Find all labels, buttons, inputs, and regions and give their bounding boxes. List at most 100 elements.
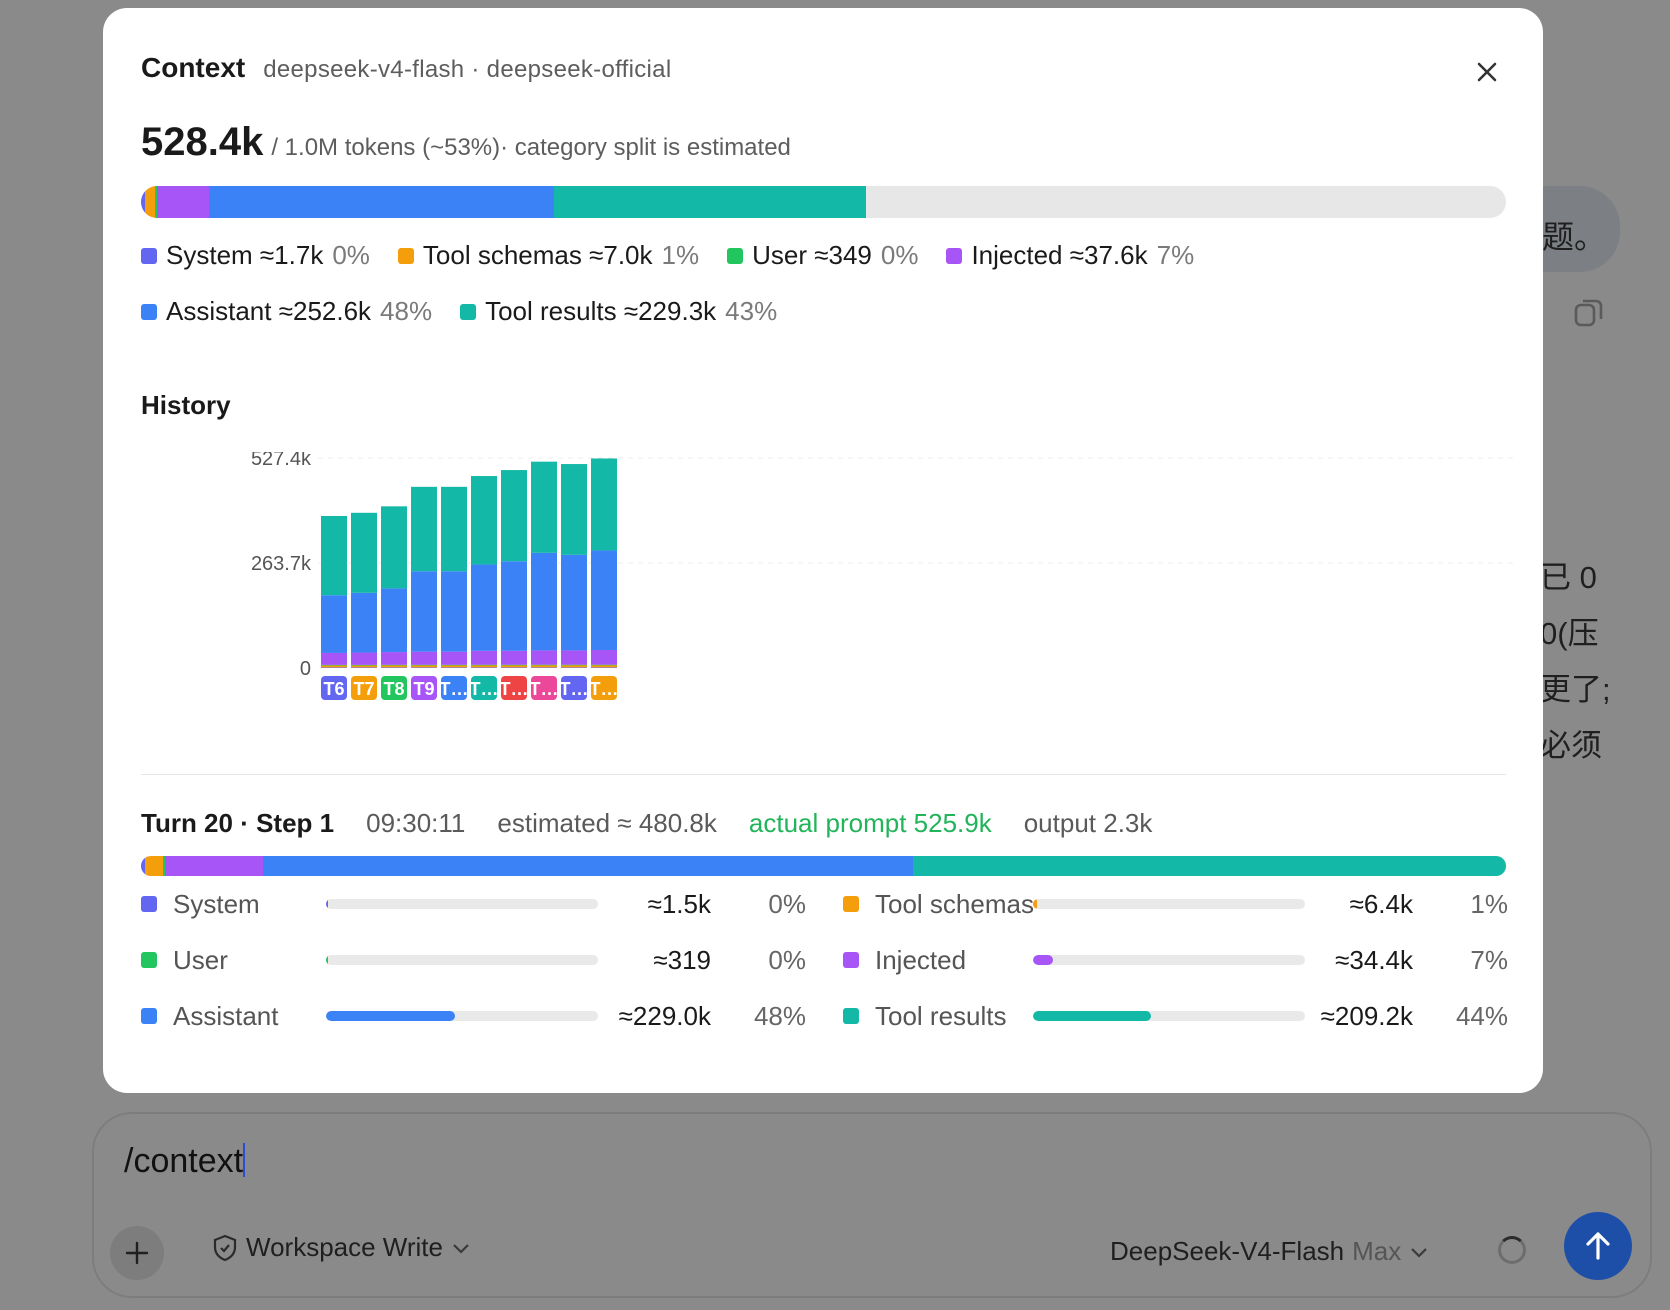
divider	[141, 774, 1506, 775]
legend-item-user: User ≈349 0%	[727, 240, 918, 271]
legend-item-tool_results: Tool results ≈229.3k 43%	[460, 296, 777, 327]
send-button[interactable]	[1564, 1212, 1632, 1280]
legend-label: Assistant ≈252.6k	[166, 296, 372, 326]
bar-segment-system	[471, 667, 497, 669]
usage-segment-tool_results	[912, 856, 1506, 876]
turn-actual-prompt: actual prompt 525.9k	[748, 808, 992, 838]
composer-input[interactable]: /context	[124, 1142, 246, 1180]
breakdown-label: Assistant	[173, 1000, 279, 1031]
breakdown-swatch	[141, 952, 157, 968]
usage-segment-injected	[156, 186, 209, 218]
legend-row: System ≈1.7k 0% Tool schemas ≈7.0k 1% User ≈…	[141, 240, 1194, 271]
legend-label: System ≈1.7k	[166, 240, 324, 270]
composer[interactable]	[92, 1112, 1652, 1298]
breakdown-bar-fill	[326, 899, 328, 909]
bar-segment-system	[501, 667, 527, 669]
bar-segment-injected	[471, 650, 497, 665]
breakdown-row: User ≈319 0%	[141, 944, 806, 976]
turn-chip	[441, 676, 467, 700]
legend-item-assistant: Assistant ≈252.6k 48%	[141, 296, 432, 327]
legend-row: Assistant ≈252.6k 48% Tool results ≈229.3k…	[141, 296, 777, 327]
legend-percent: 7%	[1156, 240, 1195, 270]
breakdown-bar-fill	[326, 1011, 456, 1021]
bar-segment-user	[351, 664, 377, 666]
usage-segment-tool_schemas	[145, 856, 163, 876]
shield-icon	[213, 1234, 237, 1261]
modal-header: Context deepseek-v4-flash · deepseek-off…	[141, 52, 671, 84]
bar-segment-user	[411, 664, 437, 666]
breakdown-row: Injected ≈34.4k 7%	[843, 944, 1508, 976]
add-attachment-button[interactable]	[110, 1226, 164, 1280]
bar-segment-injected	[411, 651, 437, 665]
breakdown-bar	[1033, 955, 1305, 965]
bar-segment-user	[381, 664, 407, 666]
breakdown-swatch	[843, 896, 859, 912]
model-effort: Max	[1352, 1236, 1402, 1266]
breakdown-bar	[326, 955, 598, 965]
chevron-down-icon	[453, 1243, 469, 1254]
bar-segment-tool_results	[531, 461, 557, 553]
bar-segment-user	[531, 664, 557, 666]
breakdown-bar	[1033, 1011, 1305, 1021]
bar-segment-injected	[381, 652, 407, 665]
turn-chip	[501, 676, 527, 700]
bar-segment-system	[531, 667, 557, 669]
legend-label: Tool schemas ≈7.0k	[422, 240, 653, 270]
bar-segment-injected	[351, 652, 377, 665]
breakdown-row: Tool schemas ≈6.4k 1%	[843, 888, 1508, 920]
legend-percent: 0%	[880, 240, 919, 270]
bar-segment-tool_schemas	[591, 664, 617, 668]
turn-chip	[531, 676, 557, 700]
legend-item-injected: Injected ≈37.6k 7%	[946, 240, 1194, 271]
breakdown-value: ≈6.4k	[1349, 888, 1413, 919]
bar-segment-assistant	[591, 550, 617, 651]
usage-segment-user	[154, 186, 157, 218]
usage-segment-injected	[164, 856, 264, 876]
overall-usage-bar	[141, 186, 1506, 218]
x-tick-label: T6	[323, 679, 344, 699]
bar-segment-injected	[591, 650, 617, 665]
bar-segment-system	[381, 667, 407, 669]
turn-chip	[381, 676, 407, 700]
breakdown-label: Tool results	[875, 1000, 1007, 1031]
breakdown-bar-fill	[326, 955, 328, 965]
legend-label: Injected ≈37.6k	[971, 240, 1148, 270]
bar-segment-user	[591, 664, 617, 666]
bar-segment-system	[591, 667, 617, 669]
bar-segment-injected	[561, 650, 587, 665]
arrow-up-icon	[1586, 1232, 1610, 1260]
turn-chip	[591, 676, 617, 700]
turn-chip	[351, 676, 377, 700]
breakdown-value: ≈229.0k	[618, 1000, 711, 1031]
y-tick-label: 263.7k	[251, 553, 312, 575]
bar-segment-tool_results	[501, 470, 527, 562]
bar-segment-assistant	[381, 588, 407, 653]
legend-percent: 1%	[661, 240, 700, 270]
breakdown-bar-fill	[1033, 955, 1053, 965]
x-tick-label: T…	[590, 679, 619, 699]
legend-percent: 43%	[725, 296, 778, 326]
breakdown-bar-fill	[1033, 1011, 1152, 1021]
x-tick-label: T9	[413, 679, 434, 699]
bar-segment-system	[561, 667, 587, 669]
bar-segment-system	[351, 667, 377, 669]
legend-percent: 48%	[380, 296, 433, 326]
permission-label: Workspace Write	[246, 1232, 443, 1262]
x-tick-label: T…	[560, 679, 589, 699]
chat-text-line: 已 0	[1540, 560, 1597, 595]
bar-segment-assistant	[441, 571, 467, 652]
loading-spinner-icon	[1498, 1236, 1526, 1264]
bar-segment-assistant	[501, 561, 527, 651]
bar-segment-tool_schemas	[531, 664, 557, 668]
bar-segment-tool_schemas	[501, 664, 527, 668]
bar-segment-tool_schemas	[411, 664, 437, 668]
copy-icon[interactable]	[1572, 296, 1606, 330]
permission-selector[interactable]: Workspace Write	[212, 1232, 471, 1263]
history-title: History	[141, 390, 231, 420]
breakdown-swatch	[843, 952, 859, 968]
y-tick-label: 0	[300, 658, 311, 680]
breakdown-bar-fill	[1033, 899, 1037, 909]
close-icon[interactable]	[1473, 58, 1501, 86]
model-selector[interactable]: DeepSeek-V4-Flash Max	[1110, 1236, 1429, 1267]
bar-segment-injected	[531, 650, 557, 665]
